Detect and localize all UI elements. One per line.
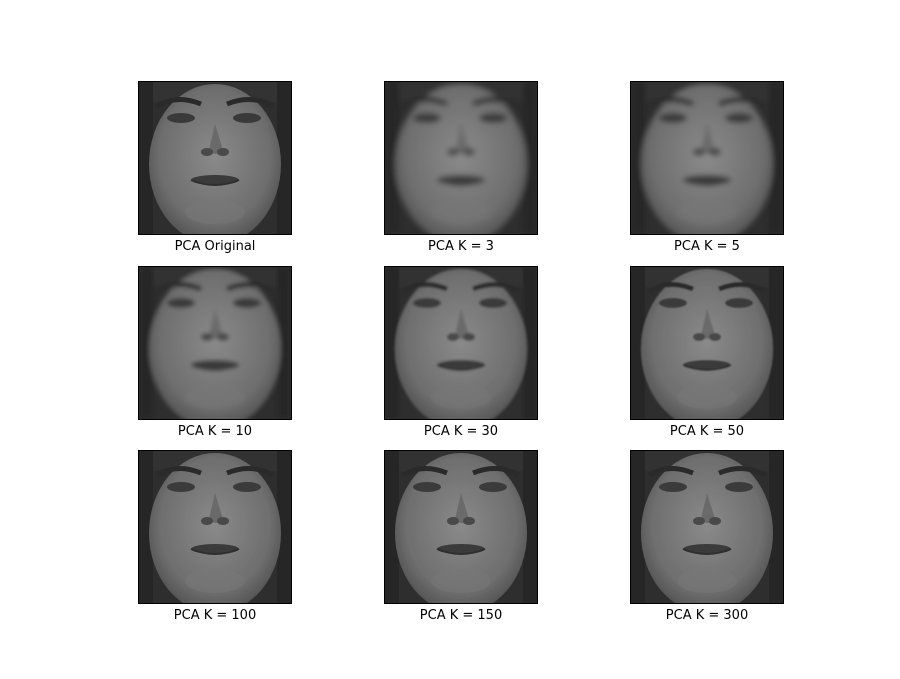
face-image bbox=[630, 450, 784, 604]
panel-caption: PCA K = 300 bbox=[665, 608, 749, 623]
panel-caption: PCA K = 5 bbox=[674, 239, 740, 254]
panel-caption: PCA K = 150 bbox=[419, 608, 503, 623]
face-image bbox=[384, 450, 538, 604]
panel-caption: PCA K = 100 bbox=[173, 608, 257, 623]
face-image bbox=[138, 266, 292, 420]
panel-caption: PCA K = 3 bbox=[428, 239, 494, 254]
panel-caption: PCA K = 10 bbox=[177, 424, 253, 439]
face-image bbox=[384, 266, 538, 420]
face-image bbox=[138, 81, 292, 235]
face-image bbox=[630, 81, 784, 235]
panel-caption: PCA K = 50 bbox=[669, 424, 745, 439]
face-image bbox=[384, 81, 538, 235]
face-image bbox=[630, 266, 784, 420]
panel-caption: PCA K = 30 bbox=[423, 424, 499, 439]
face-image bbox=[138, 450, 292, 604]
panel-caption: PCA Original bbox=[174, 239, 256, 254]
